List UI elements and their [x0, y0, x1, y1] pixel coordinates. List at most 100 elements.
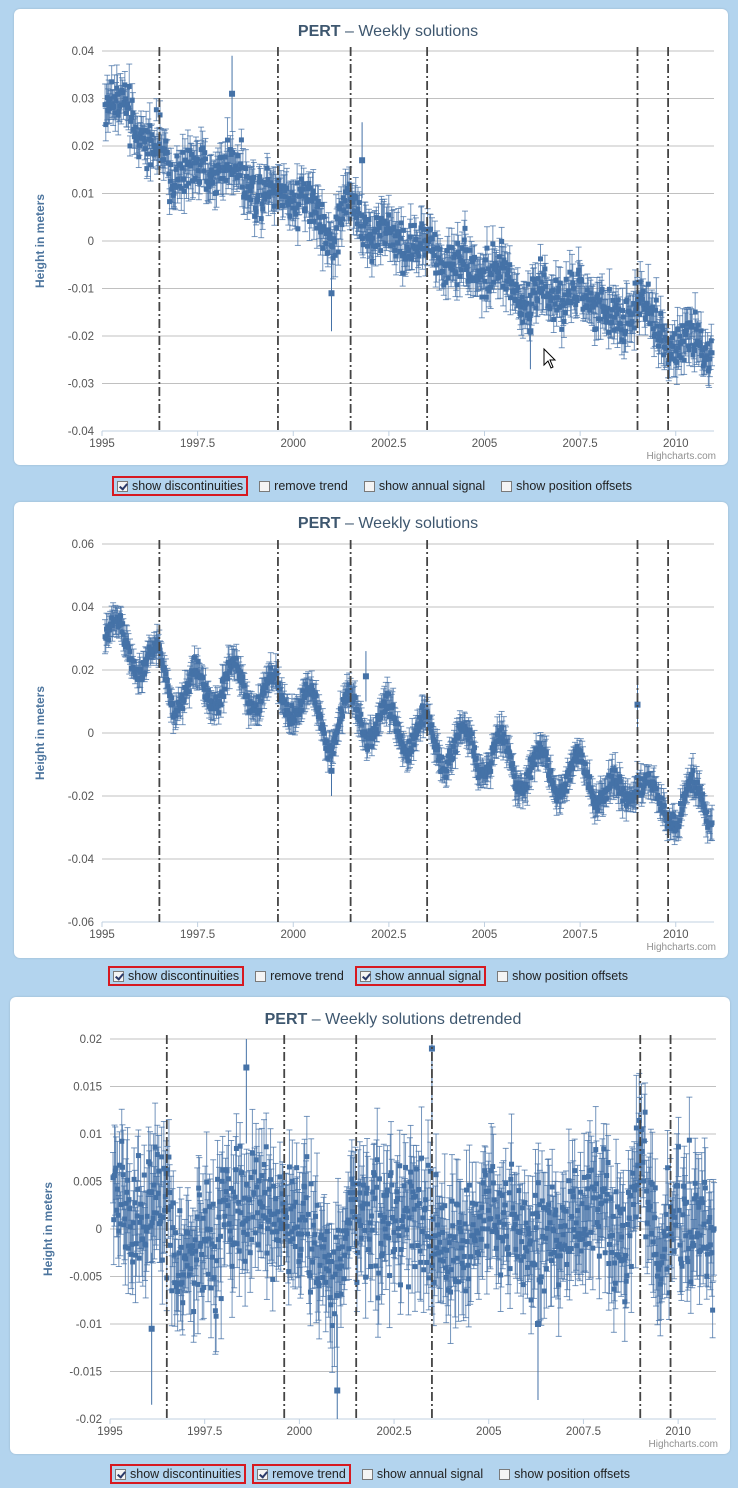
data-point: [424, 245, 430, 251]
data-point: [261, 690, 267, 696]
data-point: [153, 145, 159, 151]
data-point: [359, 212, 365, 218]
data-point: [326, 227, 332, 233]
data-point: [164, 677, 170, 683]
data-point: [559, 297, 565, 303]
data-point: [172, 710, 178, 716]
data-point: [298, 702, 304, 708]
data-point: [279, 692, 285, 698]
data-point: [620, 314, 626, 320]
data-point: [263, 191, 269, 197]
data-point: [518, 304, 524, 310]
data-point: [272, 183, 278, 189]
show-position-offsets-toggle[interactable]: show position offsets: [496, 476, 637, 496]
data-point: [502, 260, 508, 266]
data-point: [174, 153, 180, 159]
data-point: [127, 143, 133, 149]
data-point: [327, 231, 333, 237]
data-point: [378, 216, 384, 222]
data-point: [192, 175, 198, 181]
data-point: [252, 213, 258, 219]
data-point: [175, 176, 181, 182]
data-point: [311, 218, 317, 224]
data-point: [284, 185, 290, 191]
data-point: [344, 185, 350, 191]
data-point: [269, 183, 275, 189]
data-point: [593, 326, 599, 332]
data-point: [139, 674, 145, 680]
data-point: [665, 361, 671, 367]
show-annual-signal-toggle[interactable]: show annual signal: [359, 476, 490, 496]
data-point: [376, 225, 382, 231]
data-point: [131, 658, 137, 664]
checkbox[interactable]: [117, 480, 128, 492]
data-point: [398, 220, 404, 226]
data-point: [260, 206, 266, 212]
data-point: [675, 345, 681, 351]
data-point: [518, 311, 524, 317]
data-point: [258, 216, 264, 222]
data-point: [306, 691, 312, 697]
x-tick-label: 2007.5: [563, 438, 598, 450]
data-point: [565, 288, 571, 294]
data-point: [528, 311, 534, 317]
chart-card-1: PERT – Weekly solutions -0.04 -0.03 -0.02 -0…: [14, 9, 728, 465]
y-tick-label: -0.02: [68, 791, 94, 803]
data-point: [628, 321, 634, 327]
y-tick-label: -0.04: [68, 854, 95, 866]
data-point: [686, 347, 692, 353]
data-point: [611, 327, 617, 333]
data-point: [595, 292, 601, 298]
data-point: [703, 356, 709, 362]
data-point: [104, 95, 110, 101]
data-point: [265, 680, 271, 686]
checkbox[interactable]: [259, 480, 271, 492]
data-point: [705, 341, 711, 347]
data-point: [200, 145, 206, 151]
data-point: [454, 282, 460, 288]
data-point: [221, 168, 227, 174]
data-point: [541, 272, 547, 278]
data-point: [345, 203, 351, 209]
data-point: [441, 282, 447, 288]
data-point: [609, 319, 615, 325]
data-point: [329, 244, 335, 250]
data-point: [337, 206, 343, 212]
remove-trend-toggle[interactable]: remove trend: [254, 476, 353, 496]
data-point: [159, 660, 165, 666]
data-point: [310, 193, 316, 199]
data-point: [631, 301, 637, 307]
data-point: [540, 293, 546, 299]
data-point: [654, 323, 660, 329]
data-point: [368, 730, 374, 736]
checkbox[interactable]: [501, 480, 513, 492]
data-point: [364, 243, 370, 249]
data-point: [576, 267, 582, 273]
data-point: [598, 316, 604, 322]
data-point: [483, 257, 489, 263]
data-point: [216, 698, 222, 704]
data-point: [351, 208, 357, 214]
data-point: [505, 267, 511, 273]
data-point: [171, 190, 177, 196]
data-point: [529, 301, 535, 307]
data-point: [221, 694, 227, 700]
data-point: [126, 644, 132, 650]
data-point: [184, 162, 190, 168]
data-point: [554, 294, 560, 300]
data-point: [431, 252, 437, 258]
data-point: [366, 217, 372, 223]
data-point: [222, 686, 228, 692]
checkbox[interactable]: [363, 480, 375, 492]
data-point: [426, 236, 432, 242]
data-point: [602, 313, 608, 319]
data-point: [202, 682, 208, 688]
data-point: [278, 183, 284, 189]
data-point: [291, 192, 297, 198]
data-point: [690, 352, 696, 358]
data-point: [566, 292, 572, 298]
data-point: [227, 668, 233, 674]
data-point: [507, 262, 513, 268]
show-discontinuities-toggle[interactable]: show discontinuities: [112, 476, 249, 496]
data-point: [354, 221, 360, 227]
